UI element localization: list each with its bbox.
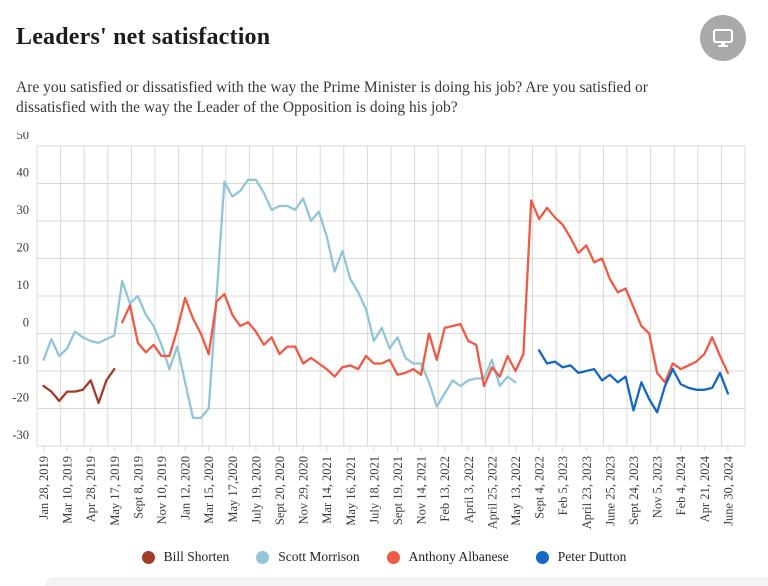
y-tick-label: -20 — [12, 391, 29, 405]
legend-dot — [141, 550, 155, 564]
y-tick-label: 0 — [23, 316, 29, 330]
x-tick-label: Jan 28, 2019 — [37, 456, 51, 520]
x-axis-ticks — [43, 446, 729, 451]
x-tick-label: July 19, 2020 — [249, 456, 263, 524]
chart-svg: 50 40 30 20 10 0 -10 -20 -30 Jan 28, 2019 Mar 10, … — [12, 128, 746, 529]
x-tick-label: Sept 20, 2020 — [273, 456, 287, 525]
x-tick-label: April 23, 2023 — [580, 456, 594, 529]
footer-strip — [45, 577, 768, 586]
x-tick-label: Nov 14, 2021 — [415, 456, 429, 524]
x-tick-label: May 17, 2019 — [108, 456, 122, 526]
x-tick-label: Sept 24, 2023 — [627, 456, 641, 525]
x-tick-label: Mar 14, 2021 — [320, 456, 334, 524]
series-line-peter-dutton — [537, 349, 730, 414]
legend-dot — [386, 550, 400, 564]
x-tick-label: Feb 4, 2024 — [674, 455, 688, 515]
x-tick-label: Sept 8, 2019 — [131, 456, 145, 519]
x-tick-label: June 30, 2024 — [721, 455, 735, 526]
y-tick-label: 10 — [17, 278, 30, 292]
screen-mode-button[interactable] — [700, 15, 746, 61]
horizontal-gridlines — [37, 145, 745, 447]
x-tick-label: May 13, 2022 — [509, 456, 523, 526]
x-tick-label: Sept 4, 2022 — [533, 456, 547, 519]
y-tick-label: -30 — [12, 428, 29, 442]
legend-dot — [535, 550, 549, 564]
x-tick-label: May 17,2020 — [226, 456, 240, 523]
x-tick-label: Mar 15, 2020 — [202, 456, 216, 524]
series-line-bill-shorten — [42, 367, 116, 405]
legend-dot — [256, 550, 270, 564]
y-tick-label: 20 — [17, 241, 30, 255]
legend-item-scott-morrison: Scott Morrison — [256, 549, 360, 565]
legend-item-anthony-albanese: Anthony Albanese — [386, 549, 509, 565]
x-tick-label: Mar 10, 2019 — [61, 456, 75, 524]
x-axis-labels: Jan 28, 2019 Mar 10, 2019 Apr 28, 2019 May … — [37, 455, 735, 529]
chart-legend: Bill Shorten Scott Morrison Anthony Albane… — [0, 549, 768, 565]
series-line-anthony-albanese — [121, 199, 730, 388]
x-tick-label: Apr 28, 2019 — [84, 456, 98, 522]
x-tick-label: Feb 5, 2023 — [556, 456, 570, 515]
legend-label: Scott Morrison — [278, 549, 360, 564]
x-tick-label: Nov 5, 2023 — [651, 456, 665, 518]
x-tick-label: Nov 10, 2019 — [155, 456, 169, 524]
x-tick-label: Jan 12, 2020 — [179, 456, 193, 520]
x-tick-label: April 3, 2022 — [462, 456, 476, 523]
y-axis-labels: 50 40 30 20 10 0 -10 -20 -30 — [12, 128, 30, 442]
x-tick-label: April 25, 2022 — [485, 456, 499, 529]
x-tick-label: June 25, 2023 — [603, 456, 617, 526]
legend-item-bill-shorten: Bill Shorten — [141, 549, 230, 565]
x-tick-label: Nov 29, 2020 — [297, 456, 311, 524]
x-tick-label: Apr 21, 2024 — [698, 455, 712, 522]
monitor-icon — [713, 29, 733, 47]
series-line-scott-morrison — [42, 178, 517, 420]
y-tick-label: 50 — [17, 132, 30, 142]
legend-label: Anthony Albanese — [408, 549, 509, 564]
chart-subtitle: Are you satisfied or dissatisfied with t… — [16, 78, 648, 116]
x-tick-label: Feb 13, 2022 — [438, 456, 452, 522]
y-tick-label: 40 — [17, 166, 30, 180]
page-title: Leaders' net satisfaction — [16, 24, 271, 51]
y-tick-label: 30 — [17, 203, 30, 217]
legend-item-peter-dutton: Peter Dutton — [535, 549, 627, 565]
x-tick-label: July 18, 2021 — [367, 456, 381, 524]
legend-label: Peter Dutton — [557, 549, 627, 564]
legend-label: Bill Shorten — [163, 549, 230, 564]
x-tick-label: Sept 19, 2021 — [391, 456, 405, 525]
x-tick-label: May 16, 2021 — [344, 456, 358, 526]
chart-area: 50 40 30 20 10 0 -10 -20 -30 Jan 28, 2019 Mar 10, … — [0, 128, 768, 544]
y-tick-label: -10 — [12, 353, 29, 367]
